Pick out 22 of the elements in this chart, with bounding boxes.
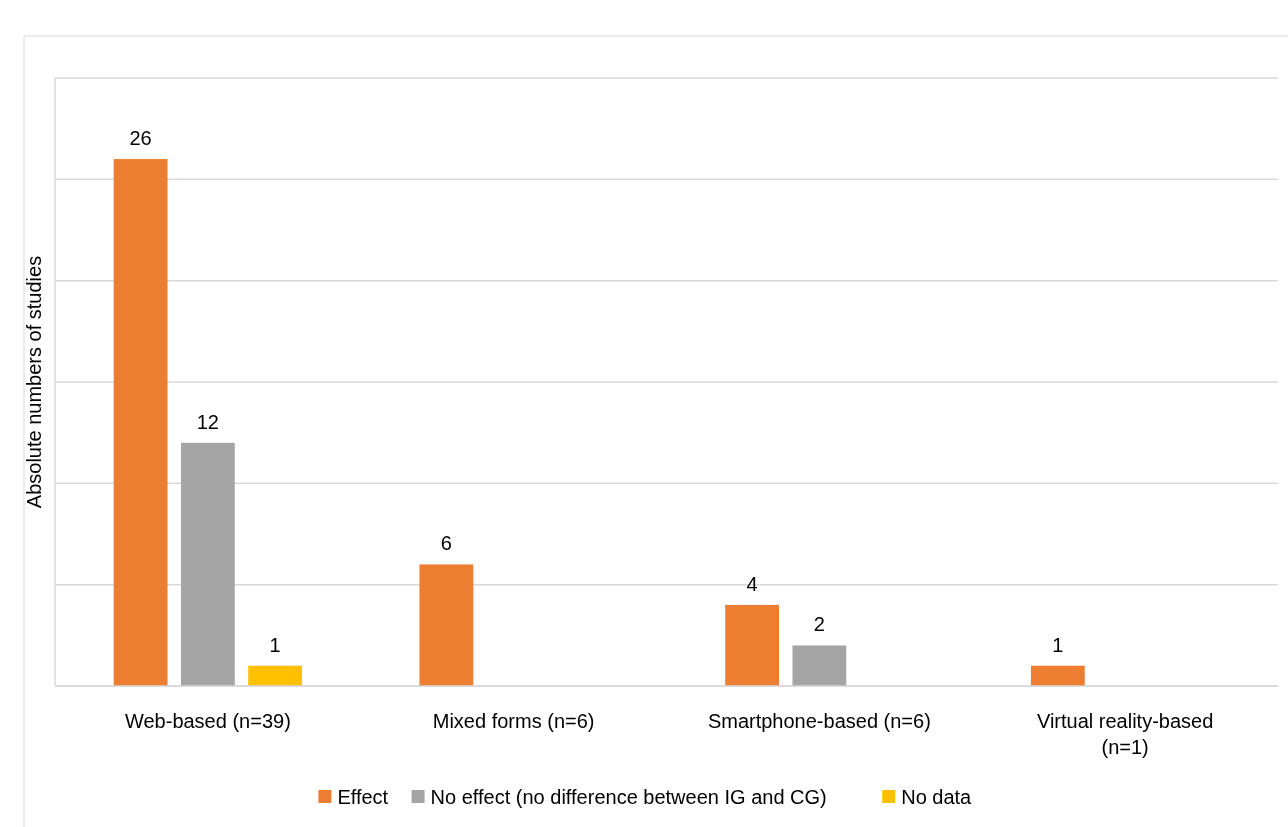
bar [419, 564, 474, 686]
bar [725, 604, 780, 686]
x-tick-label: Virtual reality-based (n=1) [1036, 710, 1214, 758]
data-label: 1 [1052, 633, 1064, 656]
bar [1030, 665, 1085, 686]
legend-label: No effect (no difference between IG and CG) [430, 786, 827, 808]
data-label: 12 [196, 410, 219, 433]
y-axis-title: Absolute numbers of studies [23, 255, 45, 509]
legend-label: Effect [337, 786, 389, 808]
data-label: 6 [440, 532, 452, 555]
data-label: 26 [129, 127, 152, 150]
legend-label: No data [901, 786, 973, 808]
bar [180, 442, 235, 686]
bar [248, 665, 303, 686]
x-tick-label: Web-based (n=39) [124, 710, 291, 732]
x-tick-label: Smartphone-based (n=6) [707, 710, 931, 732]
data-label: 1 [269, 633, 281, 656]
bar [792, 645, 847, 686]
data-label: 2 [813, 613, 825, 636]
data-label: 4 [746, 572, 758, 595]
bar [113, 159, 168, 686]
x-tick-label: Mixed forms (n=6) [432, 710, 595, 732]
